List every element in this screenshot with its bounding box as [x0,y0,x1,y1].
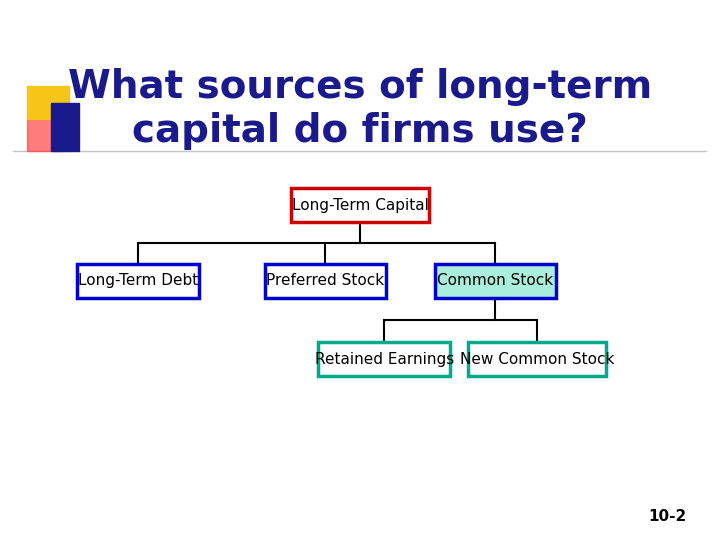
FancyBboxPatch shape [435,264,556,298]
Bar [27,119,62,151]
FancyBboxPatch shape [291,188,429,222]
Text: Retained Earnings: Retained Earnings [315,352,454,367]
FancyBboxPatch shape [265,264,386,298]
Text: 10-2: 10-2 [648,509,686,524]
FancyBboxPatch shape [77,264,199,298]
Text: Common Stock: Common Stock [437,273,554,288]
FancyBboxPatch shape [318,342,450,376]
Text: Preferred Stock: Preferred Stock [266,273,384,288]
Text: Long-Term Capital: Long-Term Capital [292,198,428,213]
Bar [27,86,68,119]
Bar [51,103,79,151]
Text: New Common Stock: New Common Stock [459,352,614,367]
FancyBboxPatch shape [467,342,606,376]
Text: Long-Term Debt: Long-Term Debt [78,273,198,288]
Text: What sources of long-term
capital do firms use?: What sources of long-term capital do fir… [68,68,652,150]
